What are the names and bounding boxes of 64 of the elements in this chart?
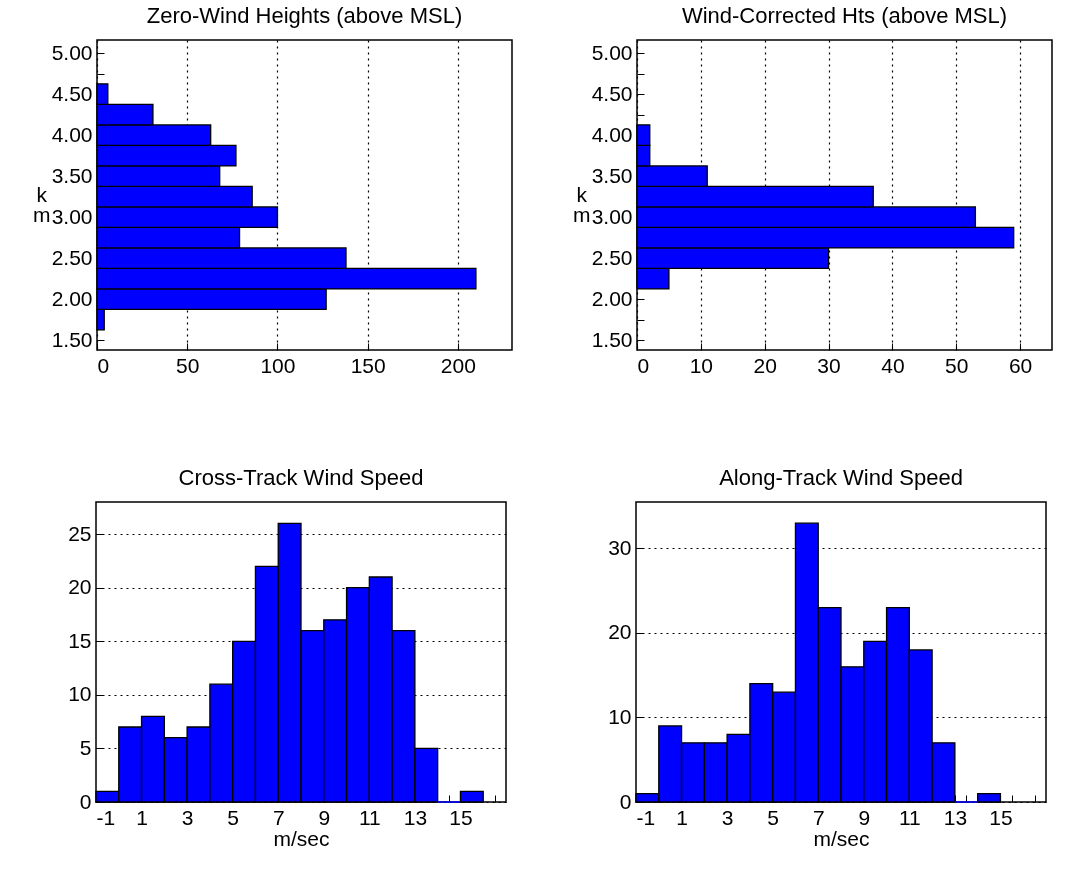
x-tick-label: 50 <box>176 353 200 377</box>
x-tick-label: 9 <box>858 805 871 829</box>
x-tick-label: 3 <box>181 805 194 829</box>
x-tick-label: 7 <box>812 805 825 829</box>
y-tick-label: 15 <box>68 628 92 652</box>
y-tick-label: 3.00 <box>591 204 633 228</box>
y-axis-title: km <box>32 182 51 226</box>
x-tick-label: 0 <box>97 353 110 377</box>
y-tick-label: 2.50 <box>51 245 93 269</box>
x-tick-label: 0 <box>637 353 650 377</box>
x-axis-title: m/sec <box>273 826 330 850</box>
x-tick-label: 3 <box>721 805 734 829</box>
x-tick-label: 7 <box>272 805 285 829</box>
y-tick-label: 1.50 <box>591 327 633 351</box>
x-tick-label: 15 <box>449 805 473 829</box>
y-axis-title: km <box>572 182 591 226</box>
y-tick-label: 3.50 <box>591 163 633 187</box>
x-tick-label: 1 <box>136 805 148 829</box>
y-tick-label: 2.00 <box>591 286 633 310</box>
x-tick-label: 20 <box>753 353 777 377</box>
x-tick-label: 13 <box>403 805 428 829</box>
y-tick-label: 3.50 <box>51 163 93 187</box>
chart-title: Zero-Wind Heights (above MSL) <box>146 3 463 28</box>
y-tick-label: 5.00 <box>591 40 633 64</box>
x-tick-label: 10 <box>689 353 714 377</box>
x-tick-label: -1 <box>636 805 656 829</box>
x-tick-label: 200 <box>440 353 476 377</box>
y-tick-label: 0 <box>619 789 632 813</box>
x-tick-label: 9 <box>318 805 331 829</box>
x-tick-label: -1 <box>96 805 116 829</box>
x-tick-label: 100 <box>260 353 296 377</box>
y-tick-label: 10 <box>608 704 632 728</box>
y-tick-label: 4.00 <box>591 122 633 146</box>
x-tick-label: 11 <box>358 805 381 829</box>
y-tick-label: 2.00 <box>51 286 93 310</box>
chart-title: Cross-Track Wind Speed <box>178 465 424 490</box>
chart-title: Along-Track Wind Speed <box>719 465 963 490</box>
y-tick-label: 5.00 <box>51 40 93 64</box>
y-tick-label: 3.00 <box>51 204 93 228</box>
x-tick-label: 11 <box>898 805 921 829</box>
x-tick-label: 5 <box>767 805 780 829</box>
y-tick-label: 2.50 <box>591 245 633 269</box>
x-tick-label: 15 <box>989 805 1013 829</box>
x-tick-label: 40 <box>881 353 905 377</box>
x-tick-label: 50 <box>945 353 969 377</box>
y-tick-label: 5 <box>79 735 92 759</box>
y-tick-label: 0 <box>79 789 92 813</box>
x-axis-title: m/sec <box>813 826 870 850</box>
y-tick-label: 4.50 <box>51 81 93 105</box>
x-tick-label: 5 <box>227 805 240 829</box>
x-tick-label: 150 <box>350 353 386 377</box>
y-tick-label: 30 <box>608 535 632 559</box>
x-tick-label: 30 <box>817 353 841 377</box>
y-tick-label: 10 <box>68 682 92 706</box>
x-tick-label: 60 <box>1008 353 1033 377</box>
y-tick-label: 4.00 <box>51 122 93 146</box>
x-tick-label: 1 <box>676 805 688 829</box>
y-tick-label: 20 <box>608 620 632 644</box>
y-tick-label: 20 <box>68 575 92 599</box>
y-tick-label: 1.50 <box>51 327 93 351</box>
y-tick-label: 25 <box>68 521 92 545</box>
y-tick-label: 4.50 <box>591 81 633 105</box>
chart-title: Wind-Corrected Hts (above MSL) <box>681 3 1008 28</box>
x-tick-label: 13 <box>943 805 968 829</box>
